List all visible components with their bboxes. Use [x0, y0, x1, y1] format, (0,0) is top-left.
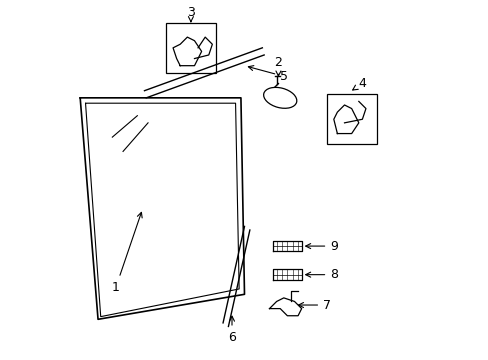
- Text: 9: 9: [305, 240, 337, 253]
- Text: 8: 8: [305, 268, 338, 281]
- Text: 1: 1: [112, 212, 142, 294]
- Text: 3: 3: [186, 6, 194, 22]
- Text: 2: 2: [274, 55, 282, 76]
- Bar: [165, 23, 216, 73]
- Text: 5: 5: [248, 66, 287, 83]
- Bar: [326, 94, 376, 144]
- Text: 4: 4: [352, 77, 366, 90]
- Text: 6: 6: [227, 316, 235, 344]
- Text: 7: 7: [298, 298, 330, 311]
